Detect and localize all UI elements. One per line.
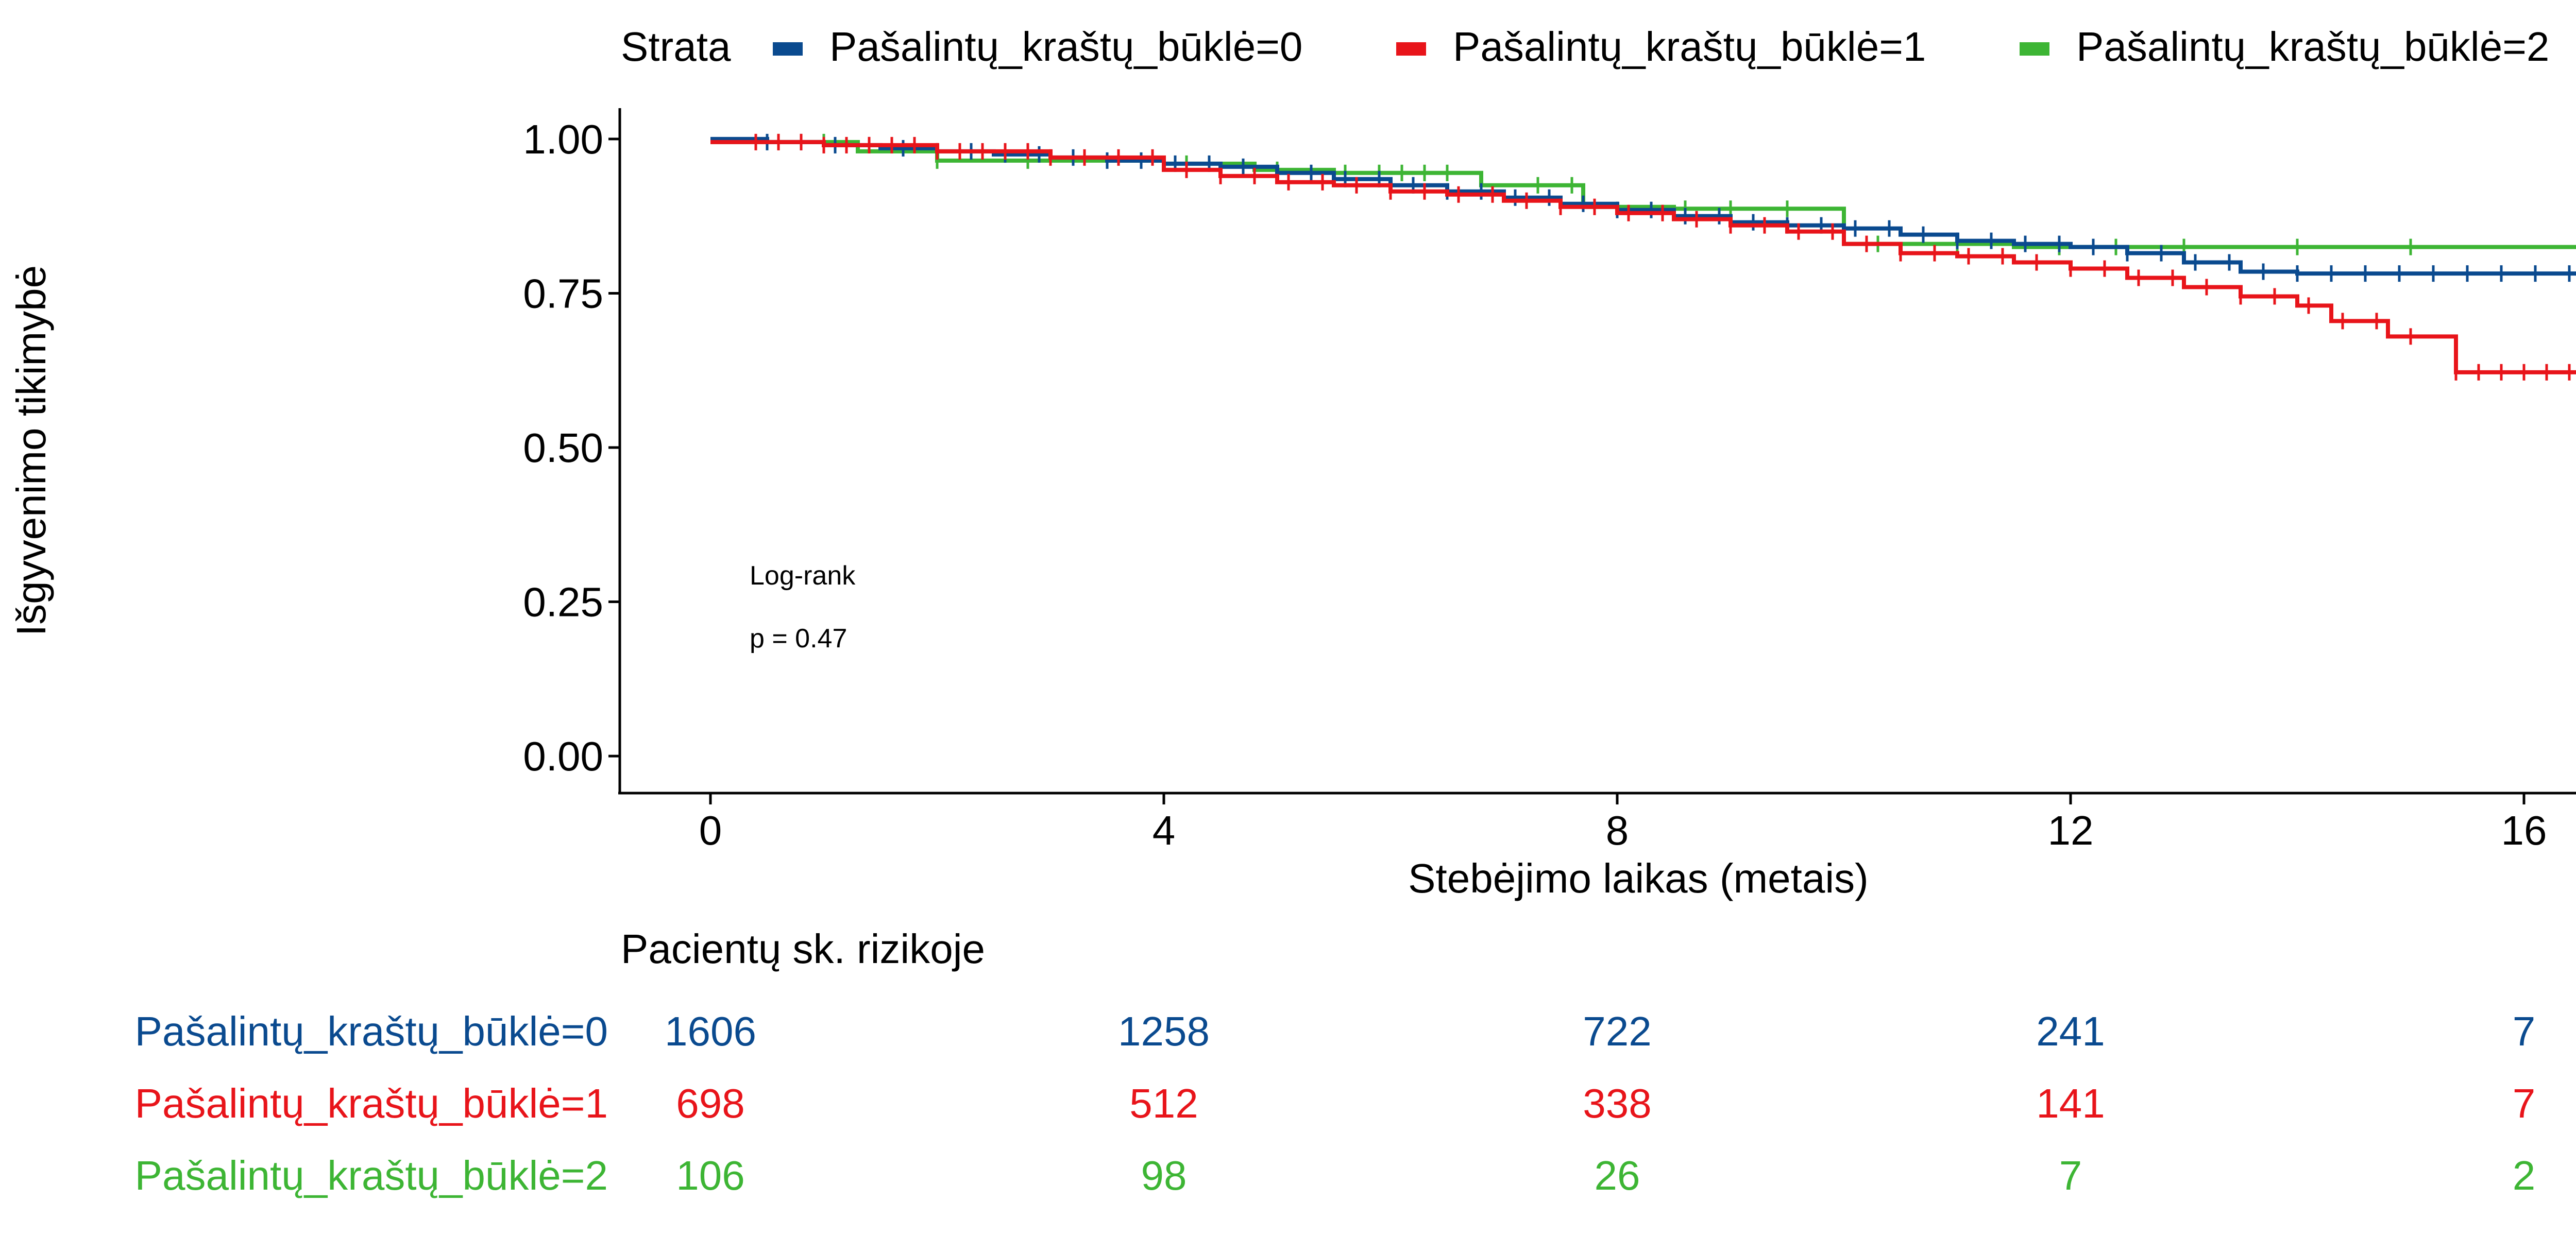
risk-value: 2: [2513, 1153, 2536, 1198]
legend-label-2: Pašalintų_kraštų_būklė=2: [2076, 24, 2549, 70]
legend-swatch-0: [773, 42, 803, 56]
risk-value: 512: [1129, 1080, 1198, 1126]
logrank-label: Log-rank: [750, 561, 856, 591]
legend-label-0: Pašalintų_kraštų_būklė=0: [829, 24, 1302, 70]
x-ticks: 0 4 8 12 16: [699, 793, 2547, 853]
legend: Strata Pašalintų_kraštų_būklė=0 Pašalint…: [621, 24, 2549, 70]
y-ticks: 0.00 0.25 0.50 0.75 1.00: [523, 116, 620, 779]
risk-value: 338: [1583, 1080, 1651, 1126]
risk-table: Pašalintų_kraštų_būklė=0 1606 1258 722 241 7 P…: [135, 1008, 2536, 1198]
legend-swatch-1: [1396, 42, 1426, 56]
x-tick-label: 8: [1606, 808, 1629, 853]
p-value-label: p = 0.47: [750, 624, 847, 654]
risk-value: 7: [2513, 1008, 2536, 1054]
risk-value: 7: [2059, 1153, 2082, 1198]
risk-value: 698: [676, 1080, 744, 1126]
legend-label-1: Pašalintų_kraštų_būklė=1: [1453, 24, 1926, 70]
x-tick-label: 16: [2501, 808, 2547, 853]
risk-value: 141: [2036, 1080, 2105, 1126]
x-tick-label: 0: [699, 808, 722, 853]
y-axis-title: Išgyvenimo tikimybė: [8, 265, 54, 636]
y-tick-label: 0.75: [523, 270, 603, 316]
risk-row-label: Pašalintų_kraštų_būklė=2: [135, 1153, 608, 1198]
risk-value: 1258: [1118, 1008, 1210, 1054]
risk-value: 26: [1595, 1153, 1640, 1198]
risk-value: 1606: [665, 1008, 756, 1054]
risk-table-title: Pacientų sk. rizikoje: [621, 926, 985, 972]
y-tick-label: 1.00: [523, 116, 603, 162]
x-tick-label: 4: [1153, 808, 1176, 853]
x-tick-label: 12: [2048, 808, 2094, 853]
y-tick-label: 0.25: [523, 579, 603, 625]
risk-value: 722: [1583, 1008, 1651, 1054]
risk-row-label: Pašalintų_kraštų_būklė=0: [135, 1008, 608, 1054]
y-tick-label: 0.50: [523, 425, 603, 471]
survival-curves: [710, 133, 2576, 381]
risk-value: 98: [1141, 1153, 1187, 1198]
legend-title: Strata: [621, 24, 731, 70]
risk-value: 241: [2036, 1008, 2105, 1054]
risk-value: 106: [676, 1153, 744, 1198]
risk-row-label: Pašalintų_kraštų_būklė=1: [135, 1080, 608, 1126]
x-axis-title: Stebėjimo laikas (metais): [1408, 855, 1869, 901]
legend-swatch-2: [2020, 42, 2049, 56]
risk-value: 7: [2513, 1080, 2536, 1126]
y-tick-label: 0.00: [523, 733, 603, 779]
